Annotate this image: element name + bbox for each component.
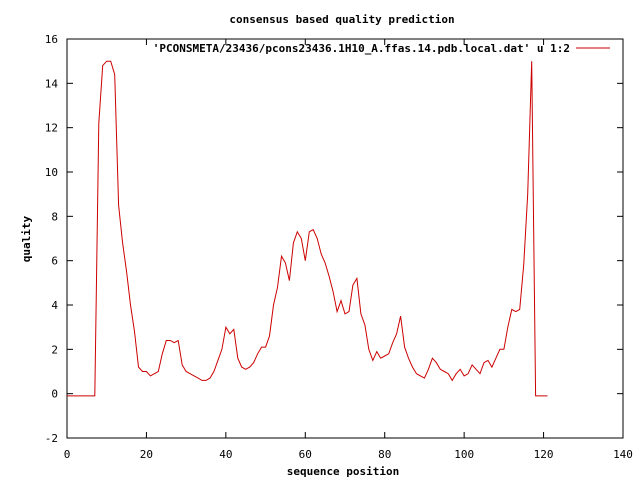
x-tick-label: 100	[454, 448, 474, 461]
x-tick-label: 140	[613, 448, 633, 461]
x-axis-label: sequence position	[287, 465, 400, 478]
legend-label: 'PCONSMETA/23436/pcons23436.1H10_A.ffas.…	[153, 42, 570, 55]
y-tick-label: 4	[51, 299, 58, 312]
y-tick-label: -2	[45, 432, 58, 445]
y-tick-label: 0	[51, 388, 58, 401]
y-tick-label: 10	[45, 166, 58, 179]
x-tick-label: 20	[140, 448, 153, 461]
x-tick-label: 120	[534, 448, 554, 461]
plot-frame	[66, 38, 624, 439]
chart-title: consensus based quality prediction	[229, 13, 454, 26]
series-line	[67, 60, 548, 397]
series-layer	[67, 60, 548, 397]
y-tick-label: 14	[45, 77, 59, 90]
y-tick-label: 12	[45, 122, 58, 135]
x-tick-label: 60	[299, 448, 312, 461]
x-tick-label: 40	[219, 448, 232, 461]
y-tick-label: 6	[51, 255, 58, 268]
y-tick-label: 2	[51, 343, 58, 356]
x-tick-label: 80	[378, 448, 391, 461]
legend: 'PCONSMETA/23436/pcons23436.1H10_A.ffas.…	[153, 42, 610, 55]
y-tick-label: 16	[45, 33, 58, 46]
y-tick-label: 8	[51, 210, 58, 223]
x-tick-label: 0	[64, 448, 71, 461]
axis-ticks: 0 20 40 60 80 100 120 140 -2 0 2 4 6 8 10 12 14 16	[45, 33, 633, 461]
y-axis-label: quality	[20, 215, 33, 262]
